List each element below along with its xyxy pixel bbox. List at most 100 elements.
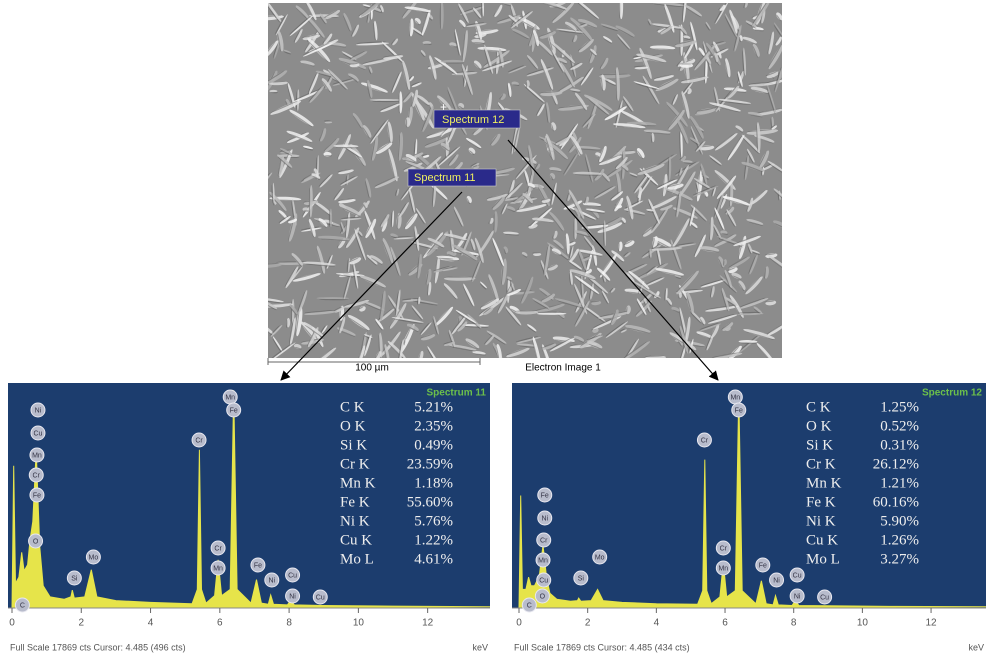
grain-shadow bbox=[524, 86, 544, 104]
grain-shadow bbox=[271, 184, 273, 204]
grain bbox=[269, 89, 278, 93]
grain bbox=[657, 247, 662, 266]
grain bbox=[380, 4, 384, 13]
grain-shadow bbox=[272, 338, 282, 353]
peak-label: Mn bbox=[730, 394, 740, 401]
grain bbox=[594, 186, 616, 199]
grain bbox=[359, 275, 387, 288]
grain-shadow bbox=[304, 324, 323, 338]
grain-shadow bbox=[674, 242, 694, 246]
grain-shadow bbox=[553, 242, 564, 250]
weight-percent: 0.52% bbox=[880, 418, 919, 434]
grain bbox=[340, 218, 362, 221]
grain-shadow bbox=[352, 265, 357, 289]
grain-shadow bbox=[695, 182, 699, 193]
weight-percent: 5.21% bbox=[414, 399, 453, 415]
peak-label: O bbox=[540, 593, 546, 600]
grain-shadow bbox=[466, 140, 481, 150]
grain-shadow bbox=[447, 154, 457, 166]
grain-shadow bbox=[308, 86, 322, 102]
grain bbox=[560, 62, 575, 88]
grain-shadow bbox=[724, 272, 731, 289]
grain-shadow bbox=[541, 347, 550, 358]
grain-shadow bbox=[551, 124, 554, 132]
marker-label: Spectrum 11 bbox=[414, 172, 476, 184]
grain bbox=[398, 91, 403, 114]
x-tick-label: 6 bbox=[217, 618, 223, 629]
grain bbox=[727, 134, 745, 161]
grain-shadow bbox=[487, 333, 506, 345]
grain-shadow bbox=[740, 342, 758, 344]
grain-shadow bbox=[388, 151, 396, 182]
grain bbox=[514, 127, 520, 153]
grain bbox=[396, 289, 401, 316]
grain bbox=[668, 109, 685, 131]
grain bbox=[524, 170, 530, 186]
grain-shadow bbox=[403, 339, 406, 346]
grain-shadow bbox=[507, 65, 524, 72]
grain-shadow bbox=[637, 163, 662, 173]
grain-shadow bbox=[656, 178, 676, 188]
grain-shadow bbox=[683, 42, 692, 58]
grain-shadow bbox=[288, 133, 312, 143]
grain bbox=[302, 261, 336, 266]
grain-shadow bbox=[466, 341, 479, 350]
grain bbox=[676, 190, 682, 218]
grain-shadow bbox=[633, 175, 647, 193]
grain bbox=[574, 283, 588, 315]
grain bbox=[533, 252, 542, 257]
grain-shadow bbox=[389, 304, 404, 328]
grain bbox=[319, 128, 327, 142]
peak-label: Ni bbox=[541, 515, 548, 522]
grain bbox=[292, 273, 321, 282]
grain bbox=[636, 53, 667, 63]
grain bbox=[650, 196, 677, 210]
grain-shadow bbox=[635, 83, 659, 91]
grain-shadow bbox=[473, 353, 486, 356]
grain-shadow bbox=[518, 345, 537, 348]
grain bbox=[319, 13, 327, 24]
peak-label: Fe bbox=[759, 562, 767, 569]
grain bbox=[573, 335, 585, 342]
grain bbox=[666, 297, 673, 305]
x-tick-label: 12 bbox=[925, 618, 937, 629]
grain bbox=[292, 89, 323, 103]
grain bbox=[403, 91, 413, 103]
grain-shadow bbox=[402, 298, 419, 300]
grain bbox=[462, 29, 468, 63]
grain bbox=[418, 350, 424, 358]
grain bbox=[689, 207, 695, 227]
grain bbox=[491, 133, 501, 146]
grain-shadow bbox=[369, 10, 371, 21]
grain bbox=[523, 83, 545, 103]
grain-shadow bbox=[575, 174, 602, 176]
grain-shadow bbox=[419, 322, 430, 335]
grain bbox=[775, 65, 782, 93]
grain bbox=[507, 82, 512, 98]
grain bbox=[422, 105, 434, 133]
grain bbox=[316, 245, 326, 274]
grain-shadow bbox=[312, 175, 320, 180]
grain-shadow bbox=[718, 4, 724, 11]
grain-shadow bbox=[318, 220, 327, 228]
grain-shadow bbox=[295, 309, 300, 336]
grain bbox=[666, 101, 688, 127]
grain-shadow bbox=[566, 193, 569, 202]
grain bbox=[270, 324, 283, 337]
grain-shadow bbox=[745, 331, 774, 340]
grain-shadow bbox=[601, 174, 609, 183]
peak-bubble bbox=[537, 487, 553, 503]
grain bbox=[376, 142, 393, 154]
grain-shadow bbox=[575, 278, 599, 295]
element: C K bbox=[806, 399, 831, 415]
grain bbox=[600, 57, 609, 70]
grain-shadow bbox=[401, 63, 408, 90]
grain bbox=[573, 3, 600, 19]
grain bbox=[653, 236, 675, 249]
grain-shadow bbox=[474, 240, 482, 264]
grain-shadow bbox=[598, 147, 605, 162]
x-tick-label: 2 bbox=[585, 618, 591, 629]
grain bbox=[327, 68, 348, 90]
grain-shadow bbox=[335, 147, 359, 149]
